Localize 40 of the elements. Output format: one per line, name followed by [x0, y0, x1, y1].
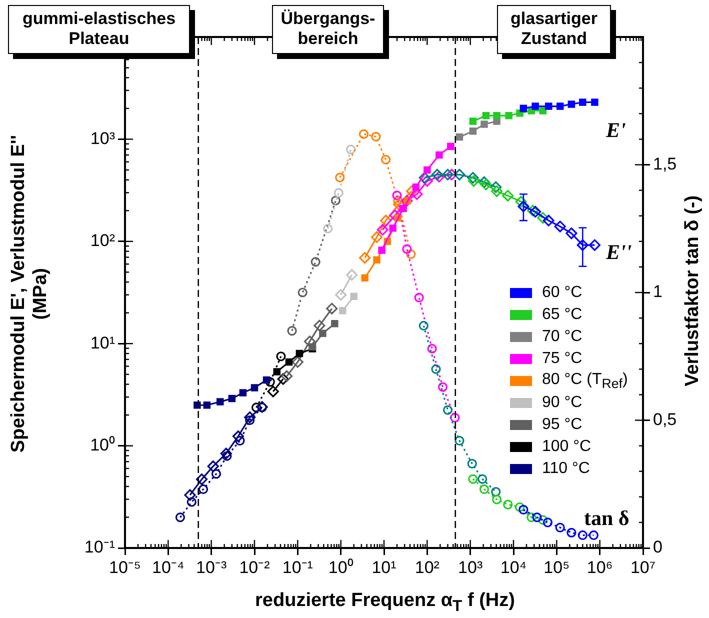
x-tick-label: 10⁵: [544, 558, 570, 577]
legend-label: 60 °C: [542, 284, 582, 302]
y-tick-label: 10³: [90, 128, 116, 148]
x-tick-label: 10⁷: [630, 558, 656, 577]
legend-label: 100 °C: [542, 438, 592, 456]
legend-label: 90 °C: [542, 394, 582, 412]
x-tick-label: 10³: [458, 558, 483, 577]
x-tick-label: 10⁻³: [196, 558, 227, 577]
legend-label: 65 °C: [542, 306, 582, 324]
y2-tick-label: 0: [653, 538, 662, 557]
legend-label: 75 °C: [542, 350, 582, 368]
x-tick-label: 10⁻⁵: [109, 558, 141, 577]
x-tick-label: 10⁴: [500, 558, 527, 577]
y-axis-title: Speichermodul E', Verlustmodul E'' (MPa): [8, 134, 52, 455]
y-tick-label: 10⁰: [90, 435, 115, 454]
x-tick-label: 10⁶: [586, 558, 613, 577]
legend-label: 95 °C: [542, 416, 582, 434]
legend-label: 110 °C: [542, 460, 590, 478]
x-tick-label: 10⁻²: [239, 558, 270, 577]
x-tick-label: 10²: [414, 558, 440, 577]
x-tick-label: 10⁰: [328, 558, 354, 577]
annotation: E': [606, 118, 626, 143]
y-tick-label: 10¹: [90, 333, 116, 352]
legend-label: 70 °C: [542, 328, 582, 346]
y2-tick-label: 1,5: [653, 154, 677, 174]
legend-label: 80 °C (T$_{Ref}$): [542, 370, 628, 392]
x-tick-label: 10⁻⁴: [152, 558, 184, 577]
x-tick-label: 10⁻¹: [282, 558, 314, 577]
y2-axis-title: Verlustfaktor tan δ (-): [682, 194, 704, 388]
x-tick-label: 10¹: [372, 558, 397, 577]
annotation: gummi-elastisches Plateau: [8, 5, 190, 54]
annotation: Übergangs-bereich: [272, 5, 384, 54]
y2-tick-label: 0,5: [653, 410, 677, 429]
annotation: tan δ: [584, 506, 630, 531]
y-tick-label: 10²: [90, 231, 116, 250]
y2-tick-label: 1: [653, 282, 662, 302]
x-axis-title: reduzierte Frequenz α$_{T}$ f (Hz): [254, 590, 516, 616]
annotation: glasartiger Zustand: [497, 5, 611, 54]
annotation: E'': [606, 240, 632, 265]
y-tick-label: 10⁻¹: [84, 538, 116, 557]
